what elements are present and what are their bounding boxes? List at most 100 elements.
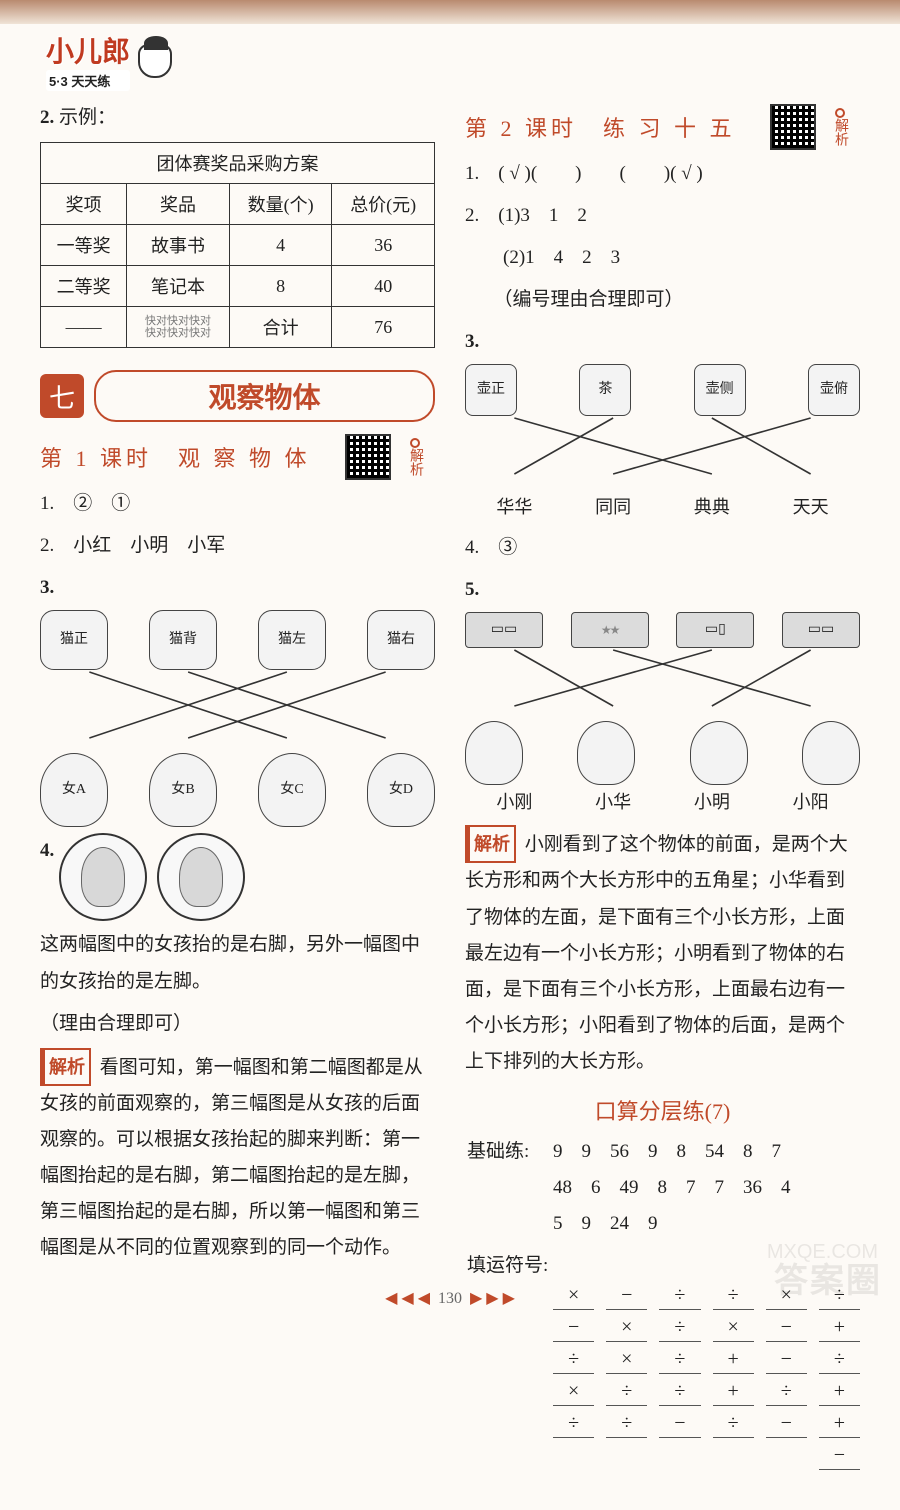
topview-icon: ▭▭ [465, 612, 543, 648]
teapot-icon: 茶 [579, 364, 631, 416]
child-icon [690, 721, 748, 785]
op-cell [766, 1444, 807, 1470]
jiexi-tag: 解析 [465, 825, 516, 863]
op-cell: − [659, 1412, 700, 1438]
l1-q2: 2. 小红 小明 小军 [40, 528, 435, 564]
ops-grid: ×−÷÷×÷−×÷×−+÷×÷+−÷×÷÷+÷+÷÷−÷−+− [465, 1284, 860, 1470]
chapter-title: 观察物体 [94, 370, 435, 422]
op-cell: ÷ [553, 1412, 594, 1438]
girl-icon: 女A [40, 753, 108, 827]
name-label: 天天 [761, 490, 860, 524]
play-dot-icon [410, 438, 420, 448]
table-caption: 团体赛奖品采购方案 [41, 143, 435, 184]
match-lines [465, 648, 860, 708]
logo-main: 小儿郎 [46, 30, 130, 70]
r3-diagram: 壶正 茶 壶侧 壶俯 华华 同同 典典 天天 [465, 364, 860, 523]
topview-icon: ▭▭ [782, 612, 860, 648]
qr1: 解析 [345, 434, 435, 480]
r5-jiexi: 解析 小刚看到了这个物体的前面，是两个大长方形和两个大长方形中的五角星；小华看到… [465, 825, 860, 1080]
op-cell: × [553, 1380, 594, 1406]
name-label: 小明 [663, 785, 762, 819]
op-cell: ÷ [606, 1380, 647, 1406]
kousuan-title: 口算分层练(7) [465, 1094, 860, 1126]
name-label: 华华 [465, 490, 564, 524]
teapot-icon: 壶俯 [808, 364, 860, 416]
op-cell: ÷ [713, 1412, 754, 1438]
logo-face-icon [138, 44, 172, 78]
op-cell: + [819, 1316, 860, 1342]
brand-logo: 小儿郎 5·3 天天练 [46, 30, 172, 91]
op-cell: ÷ [606, 1412, 647, 1438]
triangle-icon: ◀ ◀ ◀ [385, 1290, 430, 1307]
l1-q3-diagram: 猫正 猫背 猫左 猫右 女A 女B 女C 女D [40, 610, 435, 827]
play-dot-icon [835, 108, 845, 118]
op-cell: + [819, 1380, 860, 1406]
dance-circle-icon [157, 833, 245, 921]
dance-circle-icon [59, 833, 147, 921]
page-number: 130 [438, 1290, 462, 1307]
l1-q4: 4. [40, 833, 435, 921]
girl-icon: 女D [367, 753, 435, 827]
cat-icon: 猫右 [367, 610, 435, 670]
op-cell: − [766, 1348, 807, 1374]
lesson2-title: 第 2 课时 练 习 十 五 [465, 111, 736, 143]
teapot-icon: 壶正 [465, 364, 517, 416]
child-icon [577, 721, 635, 785]
qr-icon [345, 434, 391, 480]
prize-table: 团体赛奖品采购方案 奖项 奖品 数量(个) 总价(元) 一等奖 故事书 4 36… [40, 142, 435, 348]
lesson2-header: 第 2 课时 练 习 十 五 解析 [465, 104, 860, 150]
table-row: —— 快对快对快对 快对快对快对 合计 76 [41, 307, 435, 348]
op-cell: × [713, 1316, 754, 1342]
r-q2b: (2)1 4 2 3 [465, 240, 860, 276]
match-lines [465, 416, 860, 476]
r-q4: 4. ③ [465, 530, 860, 566]
r-q2a: 2. (1)3 1 2 [465, 198, 860, 234]
r5-diagram: ▭▭ ★★ ▭▯ ▭▭ 小刚 小华 小明 小阳 [465, 612, 860, 819]
left-column: 2. 示例： 团体赛奖品采购方案 奖项 奖品 数量(个) 总价(元) 一等奖 故… [40, 94, 435, 1470]
name-label: 典典 [663, 490, 762, 524]
lesson1-header: 第 1 课时 观 察 物 体 解析 [40, 434, 435, 480]
r-q3: 3. 壶正 茶 壶侧 壶俯 华华 同同 典典 天天 [465, 324, 860, 523]
child-icon [802, 721, 860, 785]
page-footer: ◀ ◀ ◀ 130 ▶ ▶ ▶ [0, 1288, 900, 1308]
op-cell: − [553, 1316, 594, 1342]
girl-icon: 女B [149, 753, 217, 827]
op-cell [713, 1444, 754, 1470]
op-cell [659, 1444, 700, 1470]
op-cell: − [819, 1444, 860, 1470]
cat-icon: 猫左 [258, 610, 326, 670]
op-cell [553, 1444, 594, 1470]
qr-icon [770, 104, 816, 150]
topview-icon: ★★ [571, 612, 649, 648]
chapter-heading: 七 观察物体 [40, 370, 435, 422]
name-label: 小华 [564, 785, 663, 819]
name-label: 同同 [564, 490, 663, 524]
l1-q4-text2: （理由合理即可） [40, 1006, 435, 1042]
r-q2c: （编号理由合理即可） [465, 282, 860, 318]
op-cell: ÷ [819, 1348, 860, 1374]
op-cell [606, 1444, 647, 1470]
jichu-block: 基础练:9 9 56 9 8 54 8 7 48 6 49 8 7 7 36 4… [465, 1134, 860, 1242]
l1-q1: 1. ② ① [40, 486, 435, 522]
match-lines [40, 670, 435, 740]
l1-q4-text1: 这两幅图中的女孩抬的是右脚，另外一幅图中的女孩抬的是左脚。 [40, 927, 435, 999]
triangle-icon: ▶ ▶ ▶ [470, 1290, 515, 1307]
op-cell: + [713, 1348, 754, 1374]
op-cell: ÷ [659, 1348, 700, 1374]
girl-icon: 女C [258, 753, 326, 827]
child-icon [465, 721, 523, 785]
watermark-main: 答案圈 [774, 1253, 882, 1302]
name-label: 小刚 [465, 785, 564, 819]
op-cell: + [713, 1380, 754, 1406]
op-cell: ÷ [553, 1348, 594, 1374]
q2-label: 2. 示例： [40, 100, 435, 136]
op-cell: − [766, 1316, 807, 1342]
table-row: 二等奖 笔记本 8 40 [41, 266, 435, 307]
lesson1-title: 第 1 课时 观 察 物 体 [40, 441, 311, 473]
op-cell: + [819, 1412, 860, 1438]
qr2: 解析 [770, 104, 860, 150]
op-cell: ÷ [766, 1380, 807, 1406]
op-cell: ÷ [659, 1380, 700, 1406]
topview-icon: ▭▯ [676, 612, 754, 648]
name-label: 小阳 [761, 785, 860, 819]
